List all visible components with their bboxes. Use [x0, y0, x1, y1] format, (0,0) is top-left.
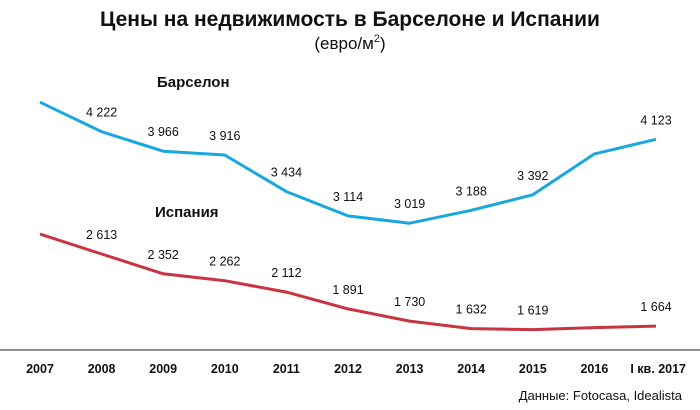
x-tick-label: 2009 — [149, 362, 177, 376]
data-label: 1 730 — [394, 295, 425, 309]
data-label: 3 434 — [271, 166, 302, 180]
chart-title: Цены на недвижимость в Барселоне и Испан… — [100, 8, 600, 31]
data-label: 3 019 — [394, 197, 425, 211]
x-tick-label: 2016 — [580, 362, 608, 376]
x-tick-label: 2008 — [88, 362, 116, 376]
data-label: 4 222 — [86, 106, 117, 120]
chart-subtitle: (евро/м2) — [314, 33, 385, 53]
data-label: 4 123 — [640, 113, 671, 127]
data-label: 2 262 — [209, 255, 240, 269]
subtitle-unit: (евро/м — [314, 34, 373, 53]
series-line-1 — [39, 232, 657, 332]
series-line-0 — [39, 100, 657, 225]
data-label: 2 352 — [148, 248, 179, 262]
x-tick-label: 2014 — [457, 362, 485, 376]
x-tick-labels: 2007 2008 2009 2010 2011 2012 2013 2014 2015 2016… — [26, 362, 686, 376]
data-label: 3 114 — [333, 190, 363, 204]
x-tick-label: 2007 — [26, 362, 54, 376]
data-label: 1 891 — [332, 283, 363, 297]
series-label-barcelona: Барселон — [157, 74, 230, 91]
data-label: 2 112 — [271, 266, 301, 280]
x-tick-label: 2012 — [334, 362, 362, 376]
series-label-spain: Испания — [155, 204, 219, 221]
subtitle-superscript: 2 — [374, 33, 380, 45]
data-label: 1 632 — [456, 303, 487, 317]
data-label: 1 664 — [640, 300, 671, 314]
x-tick-label: 2010 — [211, 362, 239, 376]
x-tick-label: I кв. 2017 — [630, 362, 686, 376]
data-label: 2 613 — [86, 228, 117, 242]
series-lines — [39, 100, 657, 332]
subtitle-close: ) — [380, 34, 386, 53]
source-note: Данные: Fotocasa, Idealista — [519, 388, 683, 403]
data-label: 3 188 — [456, 184, 487, 198]
data-labels: 4 222 3 966 3 916 3 434 3 114 3 019 3 188 3 392… — [86, 106, 672, 318]
data-label: 1 619 — [517, 304, 548, 318]
data-label: 3 966 — [148, 125, 179, 139]
x-tick-label: 2011 — [273, 362, 300, 376]
data-label: 3 392 — [517, 169, 548, 183]
data-label: 3 916 — [209, 129, 240, 143]
x-tick-label: 2013 — [396, 362, 424, 376]
x-tick-label: 2015 — [519, 362, 547, 376]
